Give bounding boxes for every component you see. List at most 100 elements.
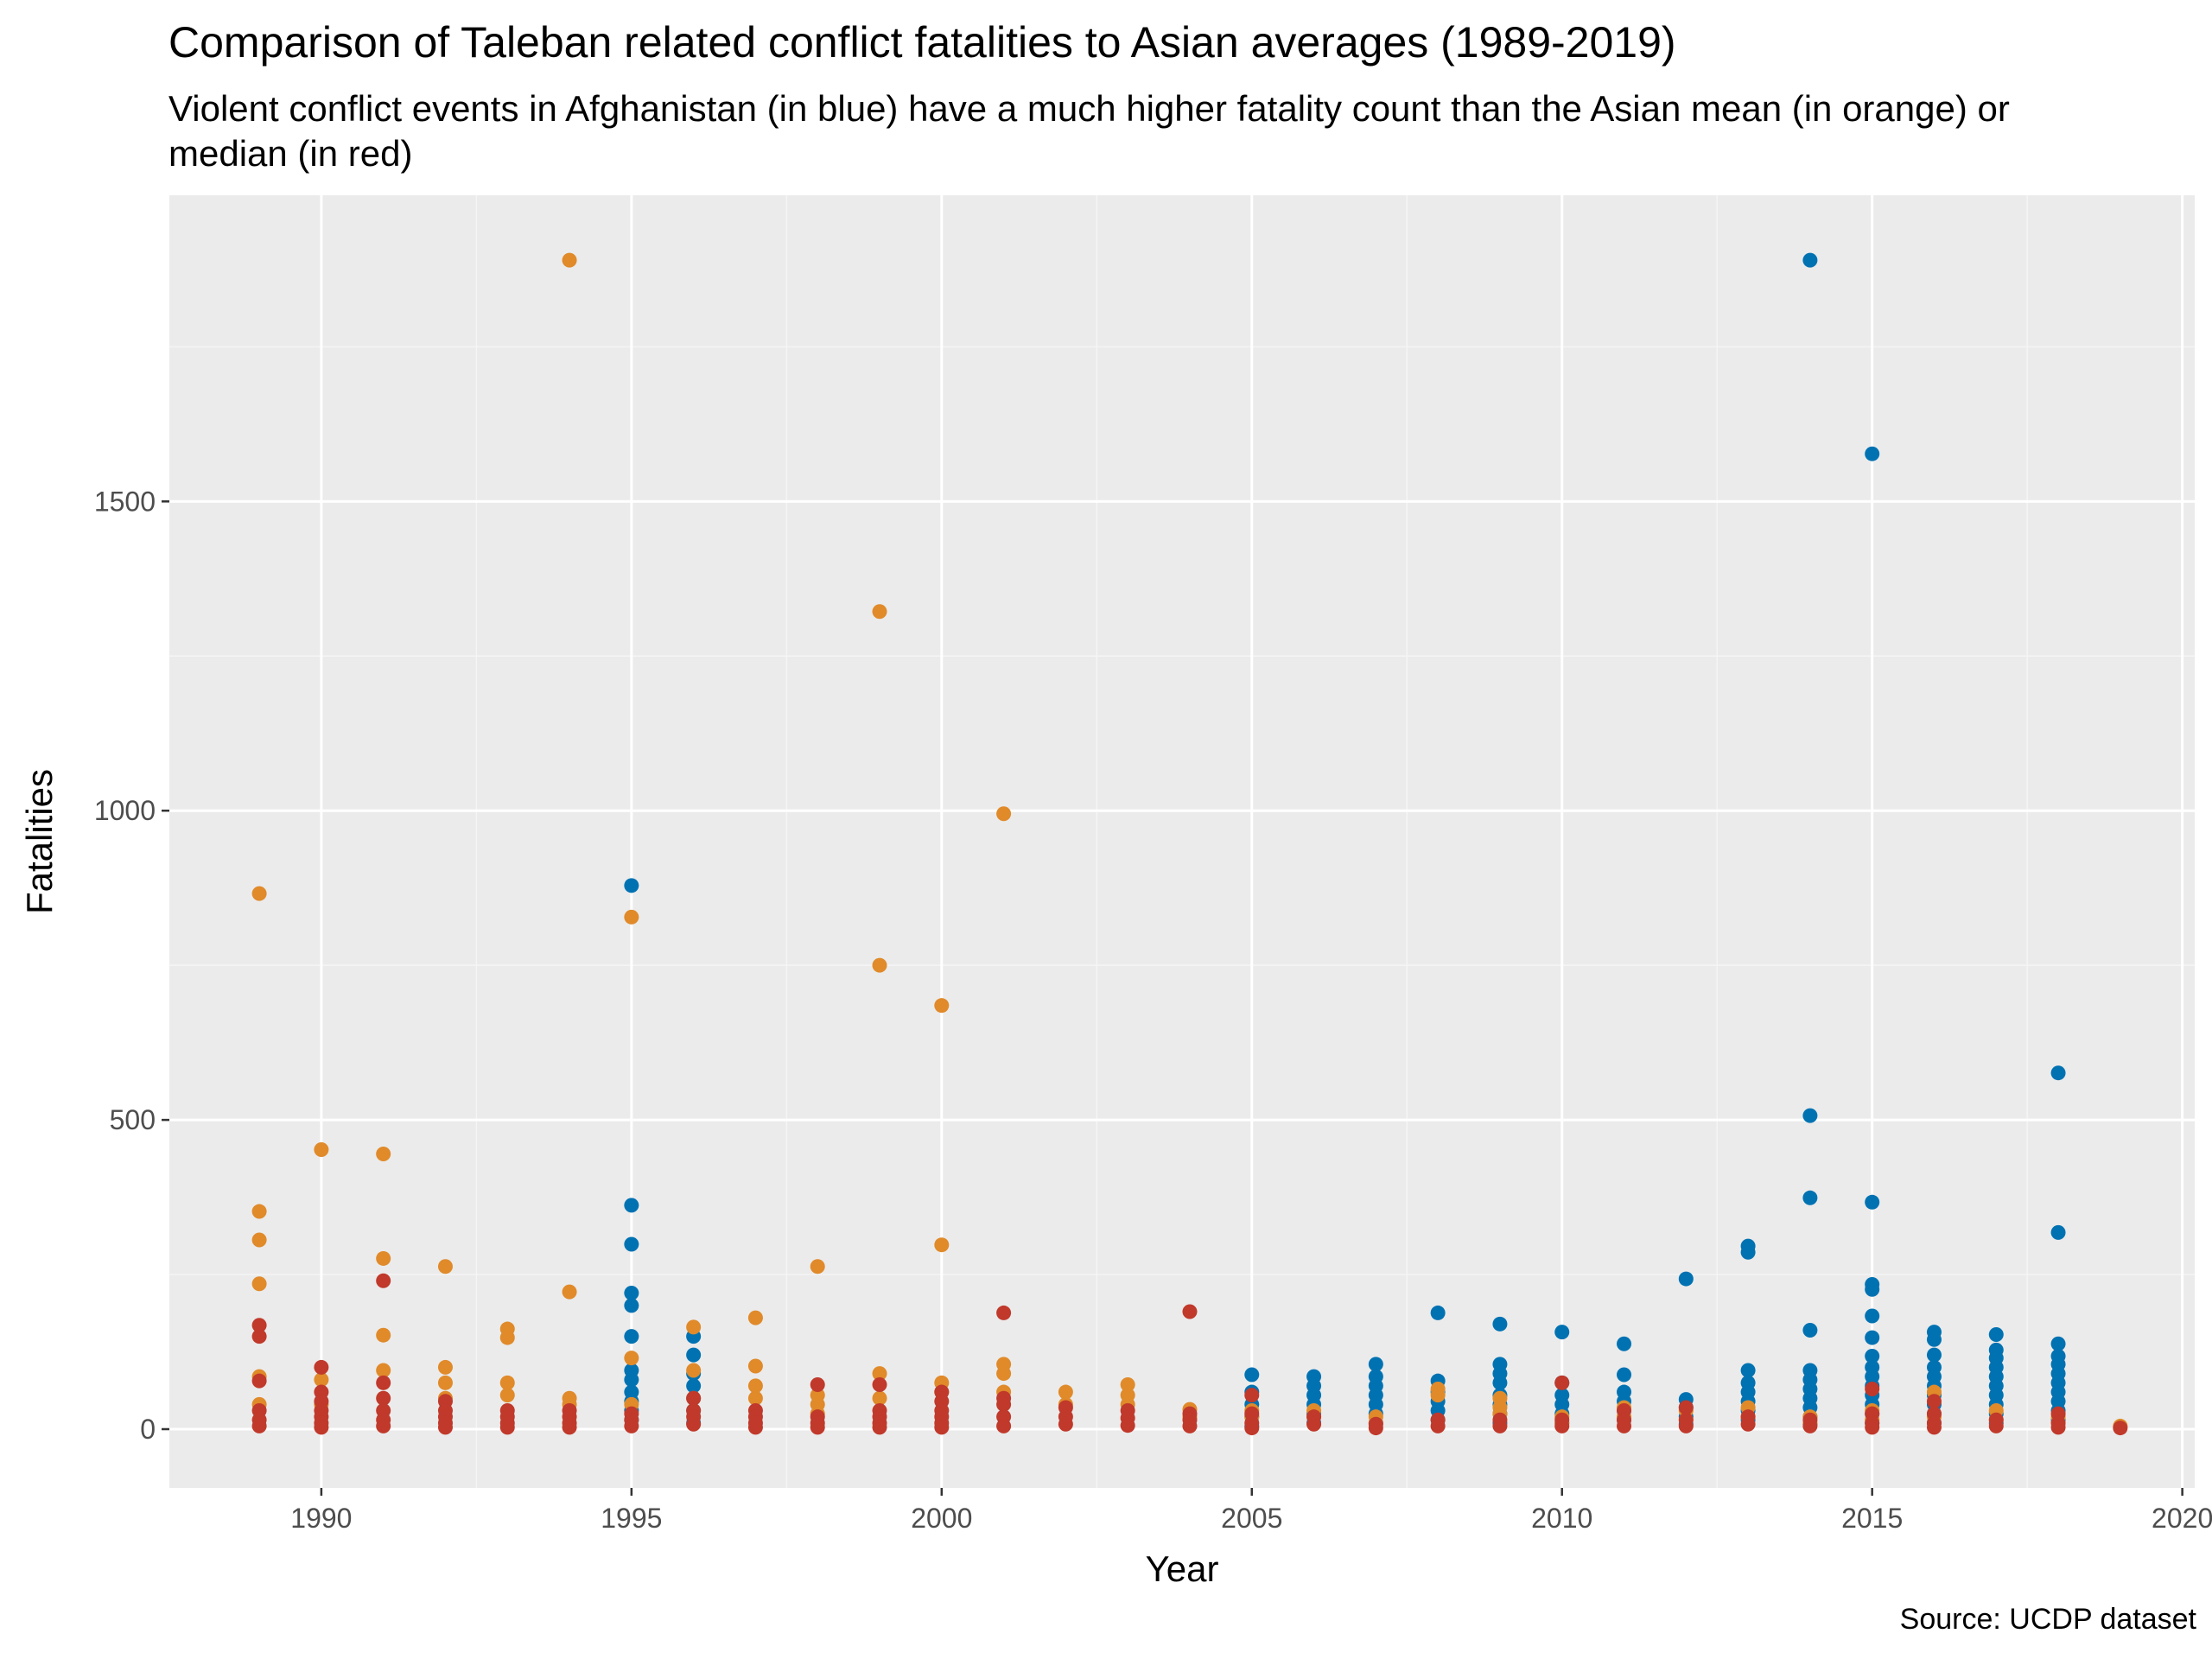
data-point-asian-median: [314, 1420, 329, 1435]
y-axis-title: Fatalities: [19, 769, 60, 914]
data-point-asian-median: [2113, 1421, 2128, 1436]
data-point-asian-median: [1865, 1420, 1880, 1435]
data-point-afghanistan: [686, 1347, 702, 1363]
data-point-asian-mean: [251, 886, 267, 901]
data-point-asian-median: [376, 1418, 391, 1433]
x-tick-label: 2015: [1841, 1503, 1903, 1534]
data-point-asian-mean: [872, 1366, 887, 1382]
data-point-asian-median: [810, 1420, 825, 1435]
data-point-asian-median: [1802, 1418, 1818, 1433]
data-point-asian-mean: [376, 1250, 391, 1266]
data-point-afghanistan: [1926, 1332, 1942, 1347]
plot-panel: [169, 195, 2195, 1488]
data-point-afghanistan: [1244, 1367, 1260, 1382]
data-point-afghanistan: [1368, 1357, 1383, 1372]
data-point-afghanistan: [624, 1198, 639, 1213]
data-point-asian-median: [2050, 1420, 2066, 1435]
data-point-afghanistan: [1678, 1271, 1694, 1287]
data-point-asian-median: [686, 1390, 702, 1406]
data-point-afghanistan: [1802, 1108, 1818, 1123]
data-point-asian-median: [624, 1418, 639, 1433]
data-point-asian-median: [934, 1420, 950, 1435]
data-point-asian-mean: [499, 1388, 515, 1403]
data-point-afghanistan: [1617, 1336, 1632, 1351]
x-tick-label: 2000: [911, 1503, 972, 1534]
data-point-asian-median: [314, 1359, 329, 1375]
data-point-asian-mean: [747, 1390, 763, 1406]
data-point-afghanistan: [1740, 1244, 1756, 1260]
data-point-asian-mean: [437, 1359, 453, 1375]
x-tick-label: 2010: [1531, 1503, 1592, 1534]
y-tick-label: 0: [140, 1414, 156, 1445]
data-point-afghanistan: [1492, 1316, 1508, 1332]
data-point-asian-mean: [624, 909, 639, 925]
data-point-afghanistan: [1802, 1322, 1818, 1338]
y-tick-label: 1000: [94, 795, 156, 826]
data-point-asian-mean: [1430, 1388, 1446, 1403]
data-point-asian-median: [686, 1416, 702, 1432]
data-point-asian-mean: [251, 1276, 267, 1292]
data-point-asian-median: [376, 1390, 391, 1406]
data-point-asian-mean: [499, 1375, 515, 1390]
data-point-asian-mean: [747, 1310, 763, 1325]
data-point-afghanistan: [1865, 1194, 1880, 1210]
x-tick-label: 2020: [2152, 1503, 2212, 1534]
data-point-asian-median: [1617, 1418, 1632, 1433]
y-tick-label: 500: [110, 1104, 156, 1135]
data-point-asian-median: [251, 1318, 267, 1333]
data-point-asian-median: [872, 1420, 887, 1435]
data-point-asian-median: [1926, 1420, 1942, 1435]
data-point-asian-mean: [251, 1232, 267, 1248]
data-point-afghanistan: [624, 1372, 639, 1388]
data-point-asian-median: [1926, 1394, 1942, 1409]
x-tick-label: 1995: [601, 1503, 662, 1534]
data-point-afghanistan: [1865, 1349, 1880, 1364]
data-point-asian-median: [747, 1420, 763, 1435]
data-point-asian-mean: [686, 1363, 702, 1378]
data-point-asian-mean: [872, 604, 887, 620]
data-point-asian-mean: [1058, 1384, 1073, 1400]
data-point-asian-median: [1554, 1375, 1570, 1390]
data-point-asian-mean: [437, 1375, 453, 1390]
data-point-asian-median: [1182, 1418, 1198, 1433]
data-point-asian-median: [1120, 1418, 1135, 1433]
data-point-asian-median: [376, 1375, 391, 1390]
chart-title: Comparison of Taleban related conflict f…: [168, 18, 1676, 67]
data-point-asian-median: [810, 1376, 825, 1392]
data-point-afghanistan: [686, 1378, 702, 1394]
data-point-asian-median: [1740, 1416, 1756, 1432]
data-point-asian-median: [996, 1396, 1012, 1412]
data-point-asian-mean: [686, 1319, 702, 1335]
data-point-asian-mean: [934, 998, 950, 1014]
data-point-asian-median: [1244, 1421, 1260, 1436]
data-point-asian-mean: [624, 1351, 639, 1366]
data-point-asian-mean: [1120, 1376, 1135, 1392]
data-point-asian-median: [1430, 1418, 1446, 1433]
data-point-asian-median: [251, 1418, 267, 1433]
data-point-afghanistan: [624, 1236, 639, 1252]
data-point-asian-mean: [810, 1259, 825, 1274]
data-point-afghanistan: [624, 1298, 639, 1313]
data-point-asian-median: [1988, 1418, 2004, 1433]
data-point-afghanistan: [624, 1329, 639, 1344]
data-point-asian-mean: [314, 1141, 329, 1157]
data-point-asian-median: [872, 1376, 887, 1392]
data-point-asian-median: [1306, 1416, 1322, 1432]
x-tick-label: 1990: [290, 1503, 352, 1534]
data-point-asian-median: [499, 1420, 515, 1435]
data-point-asian-mean: [376, 1327, 391, 1343]
data-point-asian-median: [1244, 1388, 1260, 1403]
data-point-asian-mean: [996, 806, 1012, 822]
data-point-asian-mean: [314, 1372, 329, 1388]
data-point-afghanistan: [1926, 1347, 1942, 1363]
data-point-asian-mean: [996, 1366, 1012, 1382]
data-points: [251, 252, 2128, 1436]
data-point-asian-mean: [934, 1237, 950, 1253]
x-tick-label: 2005: [1221, 1503, 1282, 1534]
data-point-asian-median: [251, 1373, 267, 1389]
data-point-asian-median: [562, 1420, 577, 1435]
y-tick-label: 1500: [94, 486, 156, 517]
data-point-asian-mean: [747, 1358, 763, 1374]
data-point-asian-mean: [562, 1284, 577, 1300]
